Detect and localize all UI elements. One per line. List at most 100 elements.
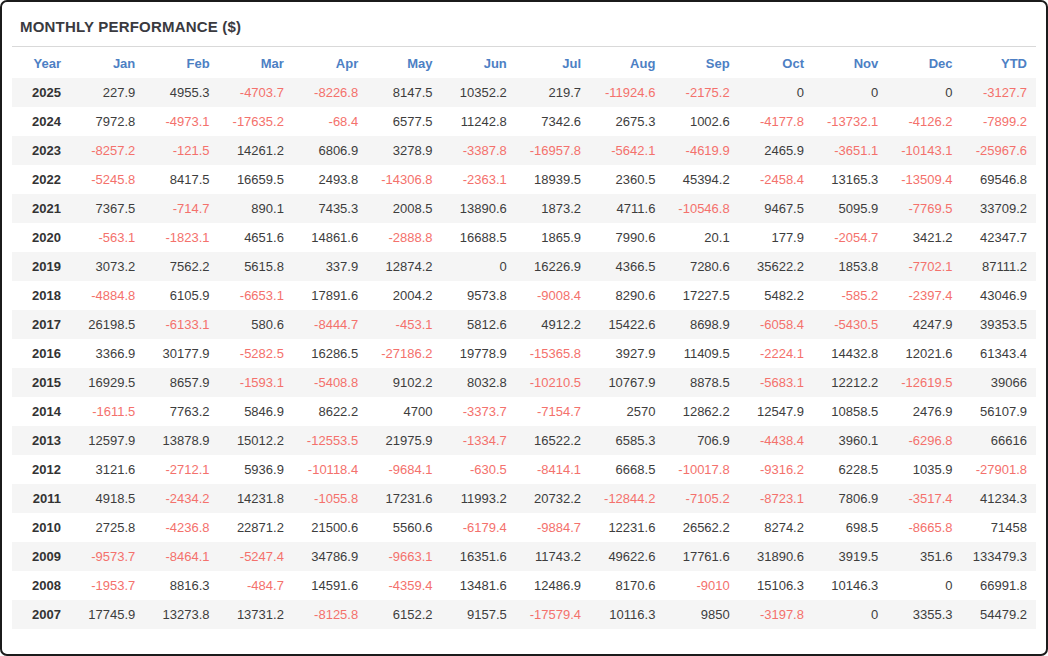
value-cell: 7763.2 bbox=[144, 397, 218, 426]
value-cell: -7899.2 bbox=[962, 107, 1036, 136]
value-cell: 12547.9 bbox=[739, 397, 813, 426]
value-cell: 3278.9 bbox=[367, 136, 441, 165]
table-row: 20163366.930177.9-5282.516286.5-27186.21… bbox=[12, 339, 1036, 368]
year-cell: 2020 bbox=[12, 223, 70, 252]
value-cell: -13732.1 bbox=[813, 107, 887, 136]
value-cell: -585.2 bbox=[813, 281, 887, 310]
value-cell: 16688.5 bbox=[441, 223, 515, 252]
value-cell: -11924.6 bbox=[590, 78, 664, 107]
value-cell: -121.5 bbox=[144, 136, 218, 165]
value-cell: 2008.5 bbox=[367, 194, 441, 223]
value-cell: 4700 bbox=[367, 397, 441, 426]
value-cell: 1865.9 bbox=[516, 223, 590, 252]
value-cell: 3421.2 bbox=[887, 223, 961, 252]
value-cell: -5430.5 bbox=[813, 310, 887, 339]
value-cell: 10146.3 bbox=[813, 571, 887, 600]
value-cell: 10352.2 bbox=[441, 78, 515, 107]
value-cell: -8665.8 bbox=[887, 513, 961, 542]
value-cell: 5560.6 bbox=[367, 513, 441, 542]
value-cell: 4918.5 bbox=[70, 484, 144, 513]
value-cell: -4359.4 bbox=[367, 571, 441, 600]
value-cell: 3927.9 bbox=[590, 339, 664, 368]
value-cell: -10017.8 bbox=[664, 455, 738, 484]
value-cell: 3919.5 bbox=[813, 542, 887, 571]
value-cell: 30177.9 bbox=[144, 339, 218, 368]
value-cell: 7435.3 bbox=[293, 194, 367, 223]
value-cell: -9573.7 bbox=[70, 542, 144, 571]
column-header-feb: Feb bbox=[144, 48, 218, 78]
value-cell: 17745.9 bbox=[70, 600, 144, 629]
value-cell: -1593.1 bbox=[219, 368, 293, 397]
value-cell: -8464.1 bbox=[144, 542, 218, 571]
value-cell: 7342.6 bbox=[516, 107, 590, 136]
value-cell: -4236.8 bbox=[144, 513, 218, 542]
value-cell: -68.4 bbox=[293, 107, 367, 136]
value-cell: 66991.8 bbox=[962, 571, 1036, 600]
value-cell: 2360.5 bbox=[590, 165, 664, 194]
year-cell: 2024 bbox=[12, 107, 70, 136]
value-cell: 14261.2 bbox=[219, 136, 293, 165]
header-row: YearJanFebMarAprMayJunJulAugSepOctNovDec… bbox=[12, 48, 1036, 78]
value-cell: 706.9 bbox=[664, 426, 738, 455]
year-cell: 2009 bbox=[12, 542, 70, 571]
value-cell: 45394.2 bbox=[664, 165, 738, 194]
value-cell: 4651.6 bbox=[219, 223, 293, 252]
value-cell: 17227.5 bbox=[664, 281, 738, 310]
value-cell: 8698.9 bbox=[664, 310, 738, 339]
value-cell: -8257.2 bbox=[70, 136, 144, 165]
column-header-jul: Jul bbox=[516, 48, 590, 78]
value-cell: 3121.6 bbox=[70, 455, 144, 484]
value-cell: 1873.2 bbox=[516, 194, 590, 223]
value-cell: 8417.5 bbox=[144, 165, 218, 194]
value-cell: -630.5 bbox=[441, 455, 515, 484]
value-cell: 6585.3 bbox=[590, 426, 664, 455]
column-header-apr: Apr bbox=[293, 48, 367, 78]
value-cell: -6058.4 bbox=[739, 310, 813, 339]
value-cell: 26562.2 bbox=[664, 513, 738, 542]
value-cell: 6105.9 bbox=[144, 281, 218, 310]
year-cell: 2018 bbox=[12, 281, 70, 310]
table-row: 2022-5245.88417.516659.52493.8-14306.8-2… bbox=[12, 165, 1036, 194]
value-cell: 7806.9 bbox=[813, 484, 887, 513]
value-cell: 39353.5 bbox=[962, 310, 1036, 339]
value-cell: 5846.9 bbox=[219, 397, 293, 426]
column-header-jun: Jun bbox=[441, 48, 515, 78]
value-cell: -7702.1 bbox=[887, 252, 961, 281]
value-cell: 6228.5 bbox=[813, 455, 887, 484]
value-cell: 16286.5 bbox=[293, 339, 367, 368]
value-cell: 9467.5 bbox=[739, 194, 813, 223]
value-cell: 0 bbox=[739, 78, 813, 107]
value-cell: 14591.6 bbox=[293, 571, 367, 600]
value-cell: 0 bbox=[813, 78, 887, 107]
value-cell: 10858.5 bbox=[813, 397, 887, 426]
table-row: 20102725.8-4236.822871.221500.65560.6-61… bbox=[12, 513, 1036, 542]
value-cell: -4703.7 bbox=[219, 78, 293, 107]
value-cell: 133479.3 bbox=[962, 542, 1036, 571]
value-cell: 9157.5 bbox=[441, 600, 515, 629]
value-cell: 14861.6 bbox=[293, 223, 367, 252]
value-cell: -7154.7 bbox=[516, 397, 590, 426]
value-cell: 7990.6 bbox=[590, 223, 664, 252]
value-cell: 14231.8 bbox=[219, 484, 293, 513]
value-cell: -27901.8 bbox=[962, 455, 1036, 484]
value-cell: 11743.2 bbox=[516, 542, 590, 571]
value-cell: 8816.3 bbox=[144, 571, 218, 600]
year-cell: 2014 bbox=[12, 397, 70, 426]
value-cell: 8290.6 bbox=[590, 281, 664, 310]
value-cell: -3517.4 bbox=[887, 484, 961, 513]
value-cell: 42347.7 bbox=[962, 223, 1036, 252]
value-cell: -6179.4 bbox=[441, 513, 515, 542]
value-cell: 17231.6 bbox=[367, 484, 441, 513]
year-cell: 2022 bbox=[12, 165, 70, 194]
value-cell: -4438.4 bbox=[739, 426, 813, 455]
value-cell: 56107.9 bbox=[962, 397, 1036, 426]
value-cell: 5482.2 bbox=[739, 281, 813, 310]
value-cell: 11409.5 bbox=[664, 339, 738, 368]
value-cell: -5282.5 bbox=[219, 339, 293, 368]
value-cell: 3366.9 bbox=[70, 339, 144, 368]
value-cell: 337.9 bbox=[293, 252, 367, 281]
value-cell: -8414.1 bbox=[516, 455, 590, 484]
value-cell: -10210.5 bbox=[516, 368, 590, 397]
value-cell: -2054.7 bbox=[813, 223, 887, 252]
value-cell: 11242.8 bbox=[441, 107, 515, 136]
